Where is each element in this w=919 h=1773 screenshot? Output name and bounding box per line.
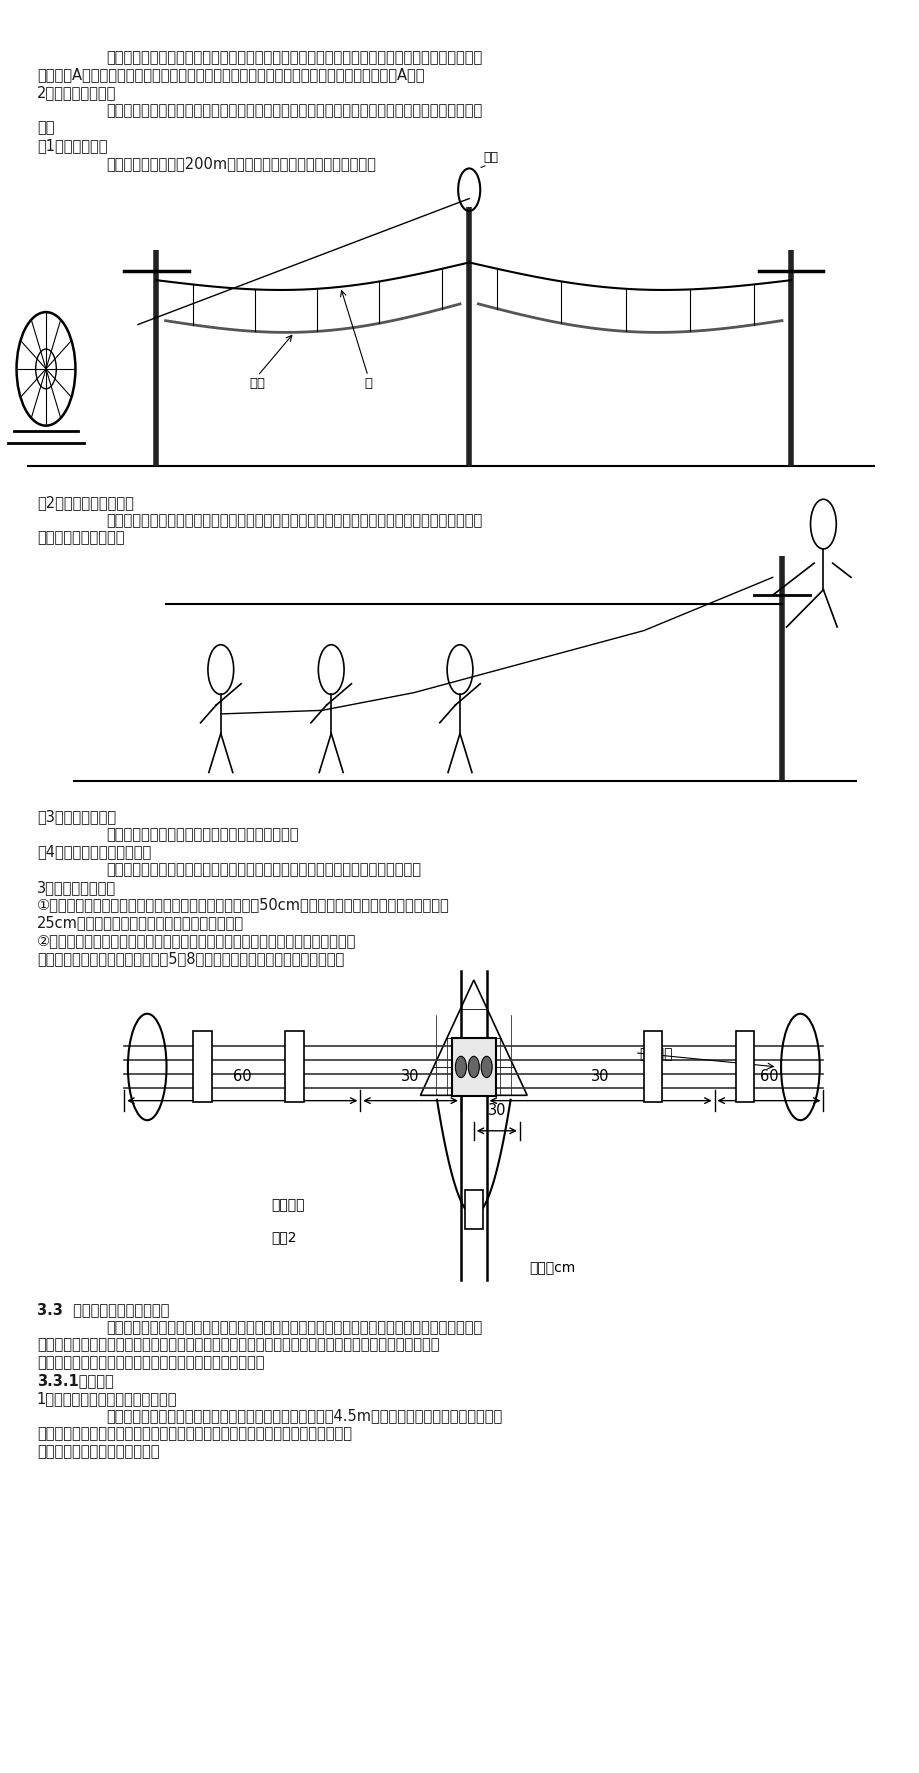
Circle shape	[481, 1057, 492, 1078]
Text: ②吐挂式架空电缆在吐线接头处，不用挂鑉承托，改用单胶皮线吐扎或挂带承托。: ②吐挂式架空电缆在吐线接头处，不用挂鑉承托，改用单胶皮线吐扎或挂带承托。	[37, 933, 356, 947]
Text: 30: 30	[591, 1069, 609, 1083]
Text: 铅皮卡子: 铅皮卡子	[271, 1199, 304, 1213]
Text: 3.3  墙壁电缆及楼内电缆敏设: 3.3 墙壁电缆及楼内电缆敏设	[37, 1301, 169, 1316]
Text: 免去立杆路、铺管道等工作。大量而迅速地发展低成本市内电话。现代化的城市要求管线装设隐蔽、外美: 免去立杆路、铺管道等工作。大量而迅速地发展低成本市内电话。现代化的城市要求管线装…	[37, 1337, 439, 1351]
Text: 我国城市电话已普遍进入寻常人家，特别在城市住宅小区，利用墙壁敏设全塑市内通信电缆，可以: 我国城市电话已普遍进入寻常人家，特别在城市住宅小区，利用墙壁敏设全塑市内通信电缆…	[106, 1319, 482, 1333]
Text: 中心侧为A端，也可以以局号大小来划分，或以区域交换的汇接局、分（支）局、交接笱侧为A端。: 中心侧为A端，也可以以局号大小来划分，或以区域交换的汇接局、分（支）局、交接笱侧…	[37, 67, 424, 82]
Bar	[464, 1191, 482, 1230]
Text: 30: 30	[401, 1069, 419, 1083]
Bar	[193, 1032, 211, 1103]
Text: 滑轮: 滑轮	[482, 151, 497, 165]
Text: （4）汽车瀁引动滑轮托挂法: （4）汽车瀁引动滑轮托挂法	[37, 844, 151, 858]
Text: 3、电缆挂鑉、吐扎: 3、电缆挂鑉、吐扎	[37, 879, 116, 894]
Text: 2、架空电缆方法：: 2、架空电缆方法：	[37, 85, 116, 99]
Text: 1、墙壁电缆与其它管线的间隔标准: 1、墙壁电缆与其它管线的间隔标准	[37, 1390, 177, 1404]
Text: 宽约2: 宽约2	[271, 1230, 297, 1245]
Text: 墙壁电缆与其它管线的最小间隔: 墙壁电缆与其它管线的最小间隔	[37, 1443, 159, 1457]
Text: （2）动滑轮边放边挂法: （2）动滑轮边放边挂法	[37, 495, 133, 509]
Text: 吐挂式全塑架空电缆架设时，每隔5～8档在电杆处留余弯一处。如图下所示。: 吐挂式全塑架空电缆架设时，每隔5～8档在电杆处留余弯一处。如图下所示。	[37, 950, 344, 965]
Text: 单位：cm: 单位：cm	[528, 1261, 574, 1275]
Text: 30: 30	[487, 1103, 505, 1117]
Text: 3.3.1墙壁电缆: 3.3.1墙壁电缆	[37, 1372, 113, 1386]
Text: （3）定滑轮瀁引法: （3）定滑轮瀁引法	[37, 808, 116, 823]
Bar	[643, 1032, 662, 1103]
Text: 架设吐挂式全塑电缆线路有预挂挂钉法、动滑轮边放边挂法、定滑轮瀁引法和汽车瀁引动滑轮托挂: 架设吐挂式全塑电缆线路有预挂挂钉法、动滑轮边放边挂法、定滑轮瀁引法和汽车瀁引动滑…	[106, 103, 482, 117]
Text: 汇接局、分（支）局、交接笱之间布放电缆时，端别要力求做到局内统一。可以以一个交换区域的: 汇接局、分（支）局、交接笱之间布放电缆时，端别要力求做到局内统一。可以以一个交换…	[106, 50, 482, 64]
Circle shape	[455, 1057, 466, 1078]
Text: 的情况。如图下所示。: 的情况。如图下所示。	[37, 530, 124, 544]
Bar	[735, 1032, 754, 1103]
Text: 此法适用于杆下有障碝物不能通行汽车的情况下。: 此法适用于杆下有障碝物不能通行汽车的情况下。	[106, 826, 298, 840]
Text: 墙壁电缆跨越功防、阶落，所以绳线最低点距地面应不小于4.5m。在有过街楼的地方穿越，绳线不: 墙壁电缆跨越功防、阶落，所以绳线最低点距地面应不小于4.5m。在有过街楼的地方穿…	[106, 1408, 502, 1422]
Text: （1）预挂挂鑉法: （1）预挂挂鑉法	[37, 138, 108, 152]
Text: 电缆: 电缆	[249, 378, 266, 390]
Text: 绳: 绳	[364, 378, 371, 390]
Text: 应低于过街楼或是的高度。墙壁电缆与其它管线的最小间隔，应符合下表的规定。: 应低于过街楼或是的高度。墙壁电缆与其它管线的最小间隔，应符合下表的规定。	[37, 1425, 351, 1440]
Text: 60: 60	[759, 1069, 777, 1083]
Text: 皮线吊扎: 皮线吊扎	[639, 1046, 672, 1060]
Text: 60: 60	[233, 1069, 251, 1083]
Bar	[285, 1032, 303, 1103]
Text: 25cm，挂鑉必须卡紧在吐线上，托板不得脱落。: 25cm，挂鑉必须卡紧在吐线上，托板不得脱落。	[37, 915, 244, 929]
Text: 此法适用于杆下无障碝物而又能通行汽车，架设距离较大，电缆对数较大的情况。: 此法适用于杆下无障碝物而又能通行汽车，架设距离较大，电缆对数较大的情况。	[106, 862, 420, 876]
Text: ①挂电缆挂鑉时，要求距离均匀整齐，挂鑉的间隔距离为50cm，电杆两旁的挂鑉应距吐线夹板中心各: ①挂电缆挂鑉时，要求距离均匀整齐，挂鑉的间隔距离为50cm，电杆两旁的挂鑉应距吐…	[37, 897, 449, 911]
Text: 法。: 法。	[37, 121, 54, 135]
FancyBboxPatch shape	[451, 1039, 495, 1096]
Text: 此法适用于架设距离200m左右并有障碝物的地方，如下图所示。: 此法适用于架设距离200m左右并有障碝物的地方，如下图所示。	[106, 156, 375, 170]
Text: 美观。因此建筑时应预设暗管线，以满足楼内用户的需要。: 美观。因此建筑时应预设暗管线，以满足楼内用户的需要。	[37, 1355, 264, 1369]
Text: 此法适用于杆下无障碝物，虽不能通行汽车，但可以把电缆放在地面上，且架设的电缆距离又较短: 此法适用于杆下无障碝物，虽不能通行汽车，但可以把电缆放在地面上，且架设的电缆距离…	[106, 512, 482, 527]
Circle shape	[468, 1057, 479, 1078]
